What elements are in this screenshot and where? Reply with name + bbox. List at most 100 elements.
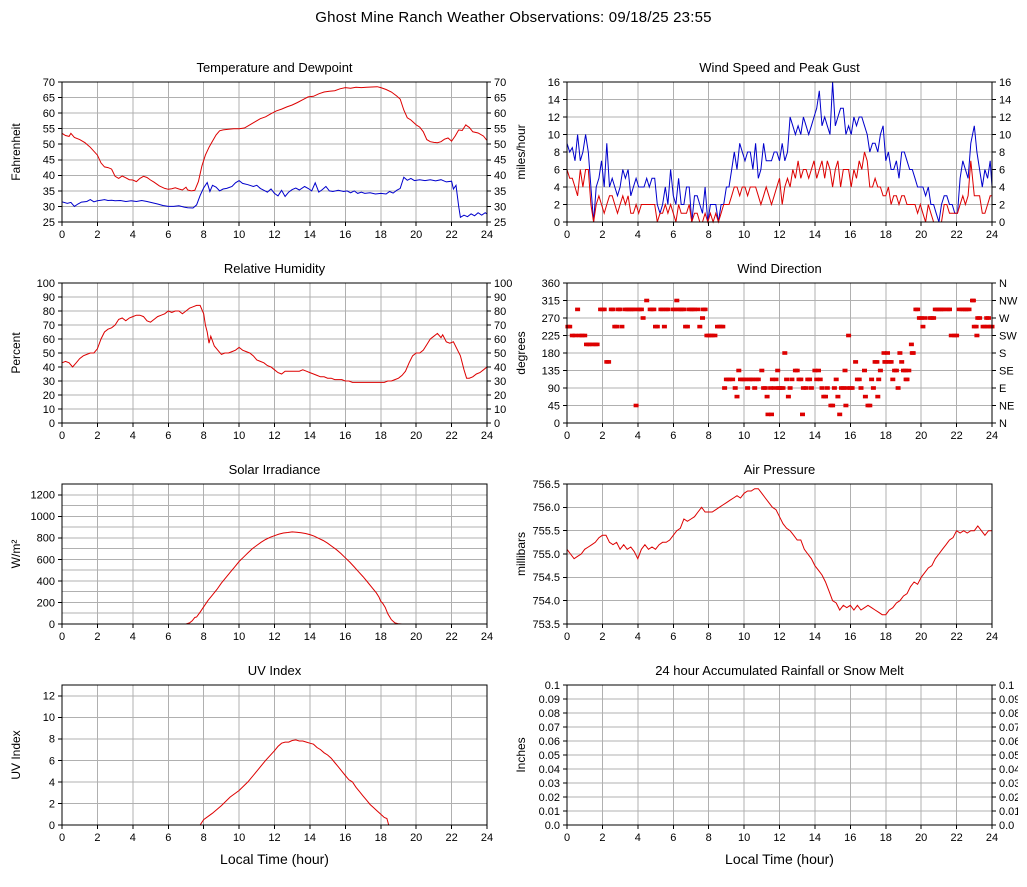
- x-tick-label: 16: [339, 430, 351, 442]
- x-tick-label: 4: [130, 832, 136, 844]
- y-tick-label-right: E: [999, 383, 1006, 395]
- x-tick-label: 8: [201, 631, 207, 643]
- y-tick-label: 0.08: [539, 708, 560, 720]
- y-tick-label: 35: [43, 186, 55, 198]
- y-tick-label: 55: [43, 124, 55, 136]
- y-tick-label: 756.5: [532, 479, 560, 491]
- x-tick-label: 24: [986, 631, 998, 643]
- x-tick-label: 10: [738, 430, 750, 442]
- axes: [563, 483, 993, 628]
- axes: [563, 282, 996, 427]
- wind-speed-gust-ylabel: miles/hour: [514, 124, 528, 179]
- gridlines: [567, 484, 992, 624]
- y-tick-label-right: 14: [999, 94, 1011, 106]
- y-tick-label-right: 30: [494, 376, 506, 388]
- x-tick-label: 14: [809, 430, 821, 442]
- x-tick-label: 8: [706, 430, 712, 442]
- chart-temperature-dewpoint: 25 25 30 30 35 35 40 40 45 45 50 50 55 55 60 60 65 65 70 70…: [0, 56, 513, 257]
- uv-index-ylabel: UV Index: [9, 730, 23, 779]
- gridlines: [62, 82, 487, 222]
- x-tick-label: 2: [599, 832, 605, 844]
- y-tick-label: 65: [43, 92, 55, 104]
- y-tick-label: 0: [554, 418, 560, 430]
- uv-index-series-uv: [62, 739, 487, 826]
- x-tick-label: 12: [268, 229, 280, 241]
- x-tick-label: 18: [880, 229, 892, 241]
- x-tick-label: 10: [233, 430, 245, 442]
- y-tick-label-right: 60: [494, 334, 506, 346]
- x-tick-label: 20: [410, 631, 422, 643]
- y-tick-label-right: 40: [494, 362, 506, 374]
- x-tick-label: 10: [738, 631, 750, 643]
- gridlines: [567, 685, 992, 825]
- gridlines: [567, 82, 992, 222]
- x-tick-label: 18: [375, 631, 387, 643]
- y-tick-label: 30: [43, 201, 55, 213]
- axes: [58, 684, 488, 829]
- x-tick-label: 6: [670, 631, 676, 643]
- x-tick-label: 24: [986, 430, 998, 442]
- y-tick-label-right: 60: [494, 108, 506, 120]
- x-tick-label: 12: [773, 631, 785, 643]
- relative-humidity-ylabel: Percent: [9, 332, 23, 374]
- air-pressure-ylabel: millibars: [514, 532, 528, 576]
- y-tick-label-right: NE: [999, 400, 1014, 412]
- wind-speed-gust-series-wind-speed: [566, 151, 992, 224]
- x-tick-label: 24: [481, 631, 493, 643]
- x-tick-label: 10: [738, 832, 750, 844]
- y-tick-label: 90: [548, 383, 560, 395]
- x-tick-label: 6: [165, 430, 171, 442]
- y-tick-label-right: 0: [999, 217, 1005, 229]
- y-tick-label: 0.1: [545, 680, 560, 692]
- y-tick-label: 0.06: [539, 736, 560, 748]
- x-tick-label: 20: [915, 229, 927, 241]
- x-tick-label: 4: [635, 430, 641, 442]
- x-tick-label: 20: [410, 430, 422, 442]
- wind-speed-gust-title: Wind Speed and Peak Gust: [699, 60, 860, 75]
- relative-humidity-title: Relative Humidity: [224, 261, 326, 276]
- charts-grid: 25 25 30 30 35 35 40 40 45 45 50 50 55 55 60 60 65 65 70 70…: [0, 56, 1027, 871]
- x-tick-label: 0: [59, 832, 65, 844]
- axes: [58, 81, 491, 226]
- y-tick-label-right: 0.02: [999, 792, 1018, 804]
- y-tick-label-right: 40: [494, 170, 506, 182]
- y-tick-label: 2: [49, 798, 55, 810]
- x-tick-label: 12: [268, 631, 280, 643]
- y-tick-label-right: 0.06: [999, 736, 1018, 748]
- y-tick-label-right: 20: [494, 390, 506, 402]
- x-tick-label: 24: [986, 832, 998, 844]
- gridlines: [62, 283, 487, 423]
- y-tick-label-right: 8: [999, 147, 1005, 159]
- x-tick-label: 22: [445, 631, 457, 643]
- y-tick-label-right: 35: [494, 186, 506, 198]
- x-tick-label: 6: [670, 229, 676, 241]
- chart-wind-speed-gust: 0 0 2 2 4 4 6 6 8 8 10 10 12 12 14 14 16 16 0 2 4 6 8 10 12 14 16 1…: [513, 56, 1027, 257]
- x-tick-label: 24: [986, 229, 998, 241]
- chart-solar-irradiance: 0 200 400 600 800 1000 1200 0 2 4 6 8 10 12 14 16 18 20 22…: [0, 458, 513, 659]
- y-tick-label: 30: [43, 376, 55, 388]
- x-tick-label: 6: [670, 832, 676, 844]
- x-tick-label: 2: [599, 430, 605, 442]
- x-tick-label: 0: [564, 832, 570, 844]
- weather-dashboard: Ghost Mine Ranch Weather Observations: 0…: [0, 9, 1027, 871]
- y-tick-label: 800: [37, 533, 55, 545]
- wind-direction-points: [565, 298, 995, 417]
- x-tick-label: 10: [738, 229, 750, 241]
- y-tick-label: 45: [548, 400, 560, 412]
- chart-air-pressure: 753.5 754.0 754.5 755.0 755.5 756.0 756.5 0 2 4 6 8…: [513, 458, 1027, 659]
- axes: [563, 81, 996, 226]
- y-tick-label-right: 55: [494, 124, 506, 136]
- x-tick-label: 2: [599, 229, 605, 241]
- y-tick-label-right: 50: [494, 139, 506, 151]
- x-tick-label: 22: [950, 631, 962, 643]
- y-tick-label-right: 30: [494, 201, 506, 213]
- y-tick-label: 2: [554, 199, 560, 211]
- x-tick-label: 18: [880, 832, 892, 844]
- x-tick-label: 22: [445, 229, 457, 241]
- temperature-dewpoint-title: Temperature and Dewpoint: [196, 60, 352, 75]
